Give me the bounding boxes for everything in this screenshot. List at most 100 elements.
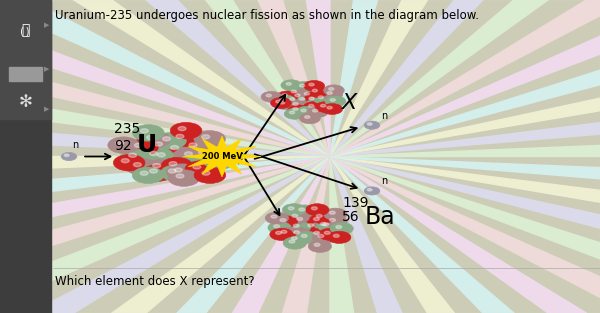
Circle shape [185,161,217,177]
Polygon shape [0,156,330,313]
Circle shape [140,129,148,133]
Circle shape [169,162,177,166]
Circle shape [283,237,307,249]
Circle shape [286,233,309,246]
Circle shape [288,228,311,240]
Circle shape [142,165,173,181]
Text: n: n [381,176,387,186]
Polygon shape [330,156,600,313]
Circle shape [308,224,314,227]
Polygon shape [183,136,261,177]
Circle shape [286,87,307,98]
Circle shape [292,214,298,217]
Circle shape [302,221,325,233]
Circle shape [299,113,320,124]
Circle shape [294,231,299,234]
Circle shape [168,170,200,186]
Polygon shape [0,156,330,313]
Circle shape [133,162,142,167]
Circle shape [294,81,315,92]
Polygon shape [212,0,330,156]
Circle shape [157,153,165,157]
Circle shape [140,171,148,175]
Circle shape [328,231,351,244]
Circle shape [271,98,292,108]
Circle shape [149,169,157,173]
Circle shape [161,157,193,174]
Circle shape [312,89,317,92]
Circle shape [121,149,152,166]
Circle shape [293,224,299,227]
Circle shape [160,165,192,181]
Circle shape [178,126,186,131]
Circle shape [318,96,323,99]
Circle shape [113,155,145,171]
Circle shape [299,84,305,87]
Circle shape [334,234,339,237]
Circle shape [301,109,306,112]
Circle shape [308,104,314,107]
Polygon shape [330,156,600,313]
Circle shape [322,89,343,100]
Text: ▶: ▶ [44,66,49,72]
Circle shape [312,231,335,244]
Polygon shape [0,0,330,156]
Circle shape [311,207,317,210]
Circle shape [284,95,305,106]
Circle shape [313,109,318,112]
Circle shape [316,214,322,218]
Polygon shape [0,156,330,313]
Circle shape [320,104,326,107]
Circle shape [287,105,308,116]
Circle shape [286,83,292,85]
Circle shape [146,136,154,140]
Circle shape [305,115,310,118]
Circle shape [294,95,315,106]
Circle shape [185,152,193,156]
Circle shape [299,208,305,211]
Circle shape [289,111,295,114]
Polygon shape [330,156,600,279]
Circle shape [308,228,331,240]
Polygon shape [330,156,448,313]
Polygon shape [330,0,600,156]
Circle shape [270,228,293,240]
Circle shape [169,169,176,173]
Circle shape [142,147,173,164]
Polygon shape [330,156,600,313]
Circle shape [288,207,294,210]
Text: n: n [381,111,387,121]
Circle shape [329,88,334,90]
Circle shape [317,220,340,232]
Circle shape [282,94,287,96]
Circle shape [308,240,332,252]
Circle shape [336,225,341,228]
Circle shape [280,98,285,100]
Circle shape [275,231,281,234]
Circle shape [199,150,206,154]
Polygon shape [0,156,330,313]
Circle shape [304,80,325,91]
Polygon shape [330,156,600,313]
Circle shape [121,159,129,163]
Circle shape [265,212,289,224]
Circle shape [287,100,308,111]
Circle shape [194,167,226,183]
Circle shape [139,131,170,148]
Circle shape [128,153,137,157]
Polygon shape [330,156,600,313]
Circle shape [274,99,295,110]
Circle shape [61,152,77,161]
Circle shape [277,91,298,102]
Circle shape [274,216,298,228]
Circle shape [327,92,332,94]
Circle shape [155,142,163,146]
Circle shape [166,164,198,180]
Circle shape [323,223,329,226]
Polygon shape [330,0,600,156]
Circle shape [290,91,311,102]
Circle shape [293,108,298,110]
Circle shape [163,141,194,158]
Circle shape [291,237,297,240]
Circle shape [296,106,317,117]
